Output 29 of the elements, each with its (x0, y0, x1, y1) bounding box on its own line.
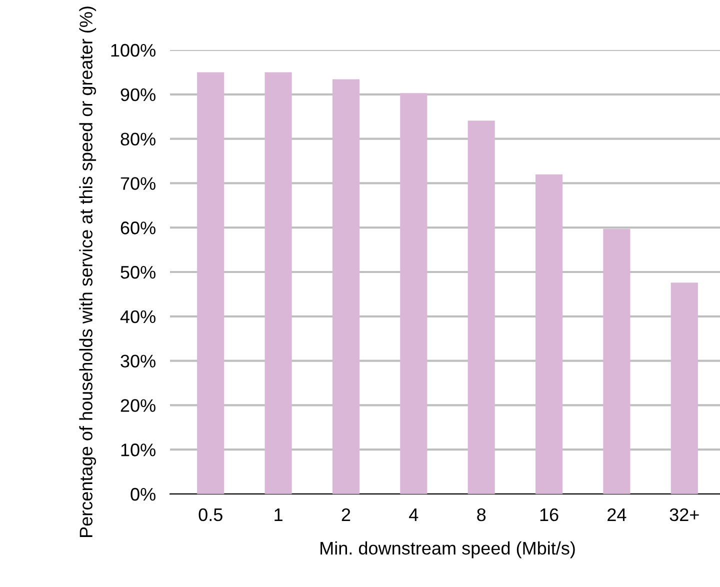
y-tick-label: 30% (120, 354, 156, 368)
bar (197, 72, 224, 494)
y-tick-label: 60% (120, 222, 156, 234)
x-tick-label: 4 (409, 508, 418, 521)
y-tick-label: 50% (120, 266, 156, 279)
y-tick-label: 80% (120, 132, 156, 146)
y-tick-label: 70% (120, 177, 156, 190)
y-tick-label: 20% (120, 399, 156, 412)
bar (468, 120, 495, 494)
bar (670, 282, 698, 494)
bar (603, 228, 630, 494)
x-tick-label: 8 (477, 508, 486, 522)
x-tick-label: 1 (274, 508, 282, 521)
x-tick-label: 24 (608, 508, 626, 521)
y-axis-title: Percentage of households with service at this speed or greater (%) (79, 6, 96, 537)
y-tick-label: 40% (120, 310, 156, 324)
x-tick-label: 0.5 (198, 508, 222, 522)
bar (535, 174, 563, 494)
bar (264, 72, 292, 494)
y-tick-label: 10% (121, 444, 156, 456)
bar (332, 79, 360, 494)
x-tick-label: 2 (342, 508, 350, 521)
y-tick-label: 0% (130, 488, 156, 501)
x-tick-label: 16 (540, 508, 558, 522)
x-tick-label: 32+ (670, 508, 699, 522)
y-tick-label: 100% (111, 44, 156, 57)
y-tick-label: 90% (120, 88, 156, 102)
x-axis-title: Min. downstream speed (Mbit/s) (320, 541, 575, 558)
bar (400, 93, 428, 494)
